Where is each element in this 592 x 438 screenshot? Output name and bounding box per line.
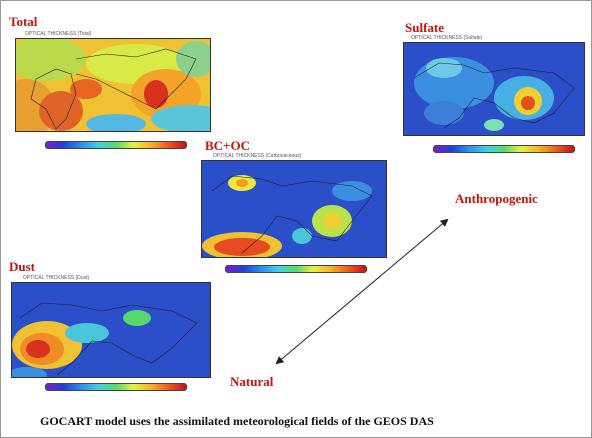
colorbar-sulfate	[433, 145, 575, 153]
panel-total: OPTICAL THICKNESS (Total)	[11, 31, 211, 151]
map-dust	[11, 282, 211, 378]
map-total	[15, 38, 211, 132]
panel-dust: OPTICAL THICKNESS (Dust)	[7, 275, 213, 395]
map-sulfate	[403, 42, 585, 136]
slide-caption: GOCART model uses the assimilated meteor…	[40, 414, 434, 428]
label-sulfate: Sulfate	[405, 20, 444, 35]
panel-sulfate-subtitle: OPTICAL THICKNESS (Sulfate)	[411, 35, 483, 41]
colorbar-total	[45, 141, 187, 149]
label-total: Total	[9, 14, 38, 29]
label-bcoc: BC+OC	[205, 138, 250, 153]
colorbar-dust	[45, 383, 187, 391]
label-natural: Natural	[230, 374, 274, 389]
label-dust: Dust	[9, 259, 36, 274]
panel-total-subtitle: OPTICAL THICKNESS (Total)	[25, 31, 92, 37]
panel-dust-subtitle: OPTICAL THICKNESS (Dust)	[23, 275, 90, 281]
panel-sulfate: OPTICAL THICKNESS (Sulfate)	[399, 35, 589, 153]
panel-bcoc-subtitle: OPTICAL THICKNESS (Carbonaceous)	[213, 153, 302, 159]
label-anthropogenic: Anthropogenic	[455, 191, 538, 206]
